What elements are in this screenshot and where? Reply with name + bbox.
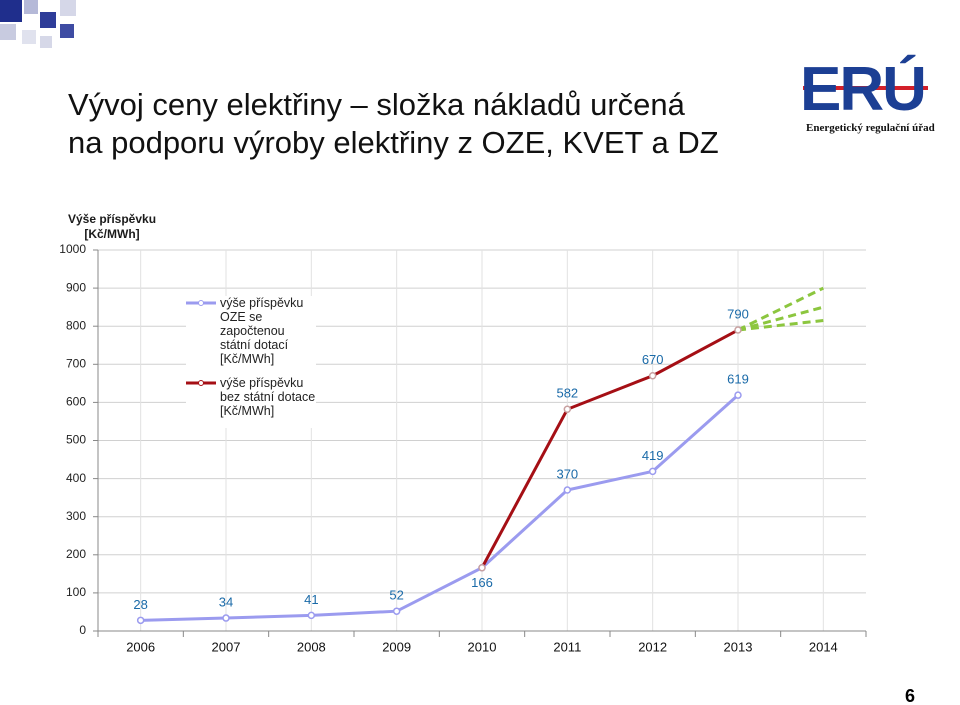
deco-square	[60, 24, 74, 38]
data-label: 166	[471, 575, 493, 590]
data-label: 28	[133, 597, 147, 612]
y-tick-label: 1000	[59, 242, 86, 256]
data-label: 582	[556, 386, 578, 401]
title-line: Vývoj ceny elektřiny – složka nákladů ur…	[68, 87, 685, 122]
point	[734, 326, 742, 334]
point	[563, 405, 572, 414]
y-tick-label: 600	[66, 395, 86, 409]
y-tick-label: 100	[66, 585, 86, 599]
logo: ERÚ	[800, 55, 927, 124]
x-tick-label: 2007	[212, 639, 241, 654]
data-label: 419	[642, 448, 664, 463]
legend-entry: výše příspěvku bez státní dotace [Kč/MWh…	[186, 376, 316, 418]
projection-line	[737, 286, 824, 332]
data-label: 41	[304, 592, 318, 607]
legend: výše příspěvku OZE se započtenou státní …	[186, 296, 316, 428]
x-tick-label: 2009	[382, 639, 411, 654]
projection-line	[737, 305, 824, 332]
data-label: 34	[219, 594, 233, 609]
deco-square	[0, 0, 22, 22]
y-tick-label: 900	[66, 280, 86, 294]
x-tick-label: 2011	[553, 639, 581, 654]
legend-label: výše příspěvku bez státní dotace [Kč/MWh…	[220, 376, 316, 418]
y-tick-label: 700	[66, 356, 86, 370]
point	[648, 371, 657, 380]
point	[392, 607, 401, 615]
x-tick-label: 2013	[724, 639, 753, 654]
y-axis-label: Výše příspěvku [Kč/MWh]	[67, 212, 157, 241]
point	[563, 486, 572, 494]
deco-square	[40, 12, 56, 28]
data-label: 619	[727, 372, 749, 387]
y-tick-label: 500	[66, 433, 86, 447]
deco-square	[0, 24, 16, 40]
y-tick-label: 200	[66, 547, 86, 561]
y-tick-label: 0	[79, 623, 86, 637]
data-label: 670	[642, 352, 664, 367]
legend-label: výše příspěvku OZE se započtenou státní …	[220, 296, 304, 366]
point	[307, 611, 316, 620]
x-tick-label: 2010	[468, 639, 497, 654]
x-tick-label: 2006	[126, 639, 155, 654]
legend-entry: výše příspěvku OZE se započtenou státní …	[186, 296, 316, 366]
projection-line	[737, 318, 824, 332]
point	[478, 564, 486, 572]
deco-square	[40, 36, 52, 48]
deco-square	[24, 0, 38, 14]
data-label: 790	[727, 306, 749, 321]
page-number: 6	[905, 686, 916, 705]
series-line	[480, 328, 739, 569]
series-line	[140, 394, 739, 622]
point	[648, 467, 657, 476]
y-tick-label: 800	[66, 318, 86, 332]
deco-square	[60, 0, 76, 16]
x-tick-label: 2012	[638, 639, 667, 654]
y-tick-label: 300	[66, 509, 86, 523]
legend-swatch	[186, 376, 220, 390]
point	[136, 616, 145, 625]
logo-subtitle: Energetický regulační úřad	[806, 122, 935, 134]
legend-swatch	[186, 296, 220, 310]
x-tick-label: 2014	[809, 639, 838, 654]
y-tick-label: 400	[66, 471, 86, 485]
deco-square	[22, 30, 36, 44]
title-line: na podporu výroby elektřiny z OZE, KVET …	[68, 125, 719, 160]
title: Vývoj ceny elektřiny – složka nákladů ur…	[68, 86, 719, 162]
x-tick-label: 2008	[297, 639, 326, 654]
point	[222, 614, 230, 622]
data-label: 52	[389, 588, 403, 603]
data-label: 370	[556, 466, 578, 481]
point	[734, 391, 742, 399]
